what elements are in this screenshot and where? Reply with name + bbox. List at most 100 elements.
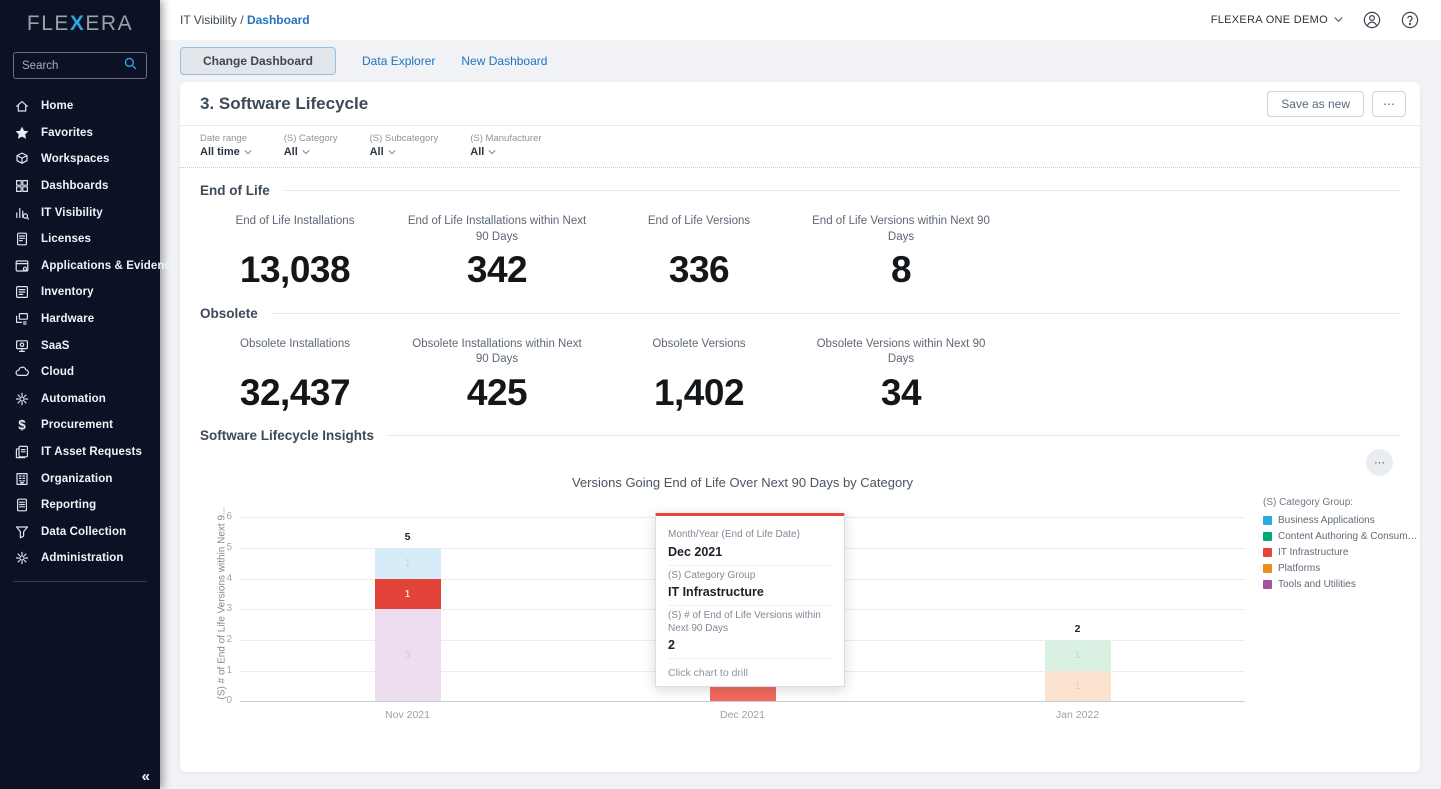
sidebar-item-reporting[interactable]: Reporting: [0, 492, 160, 519]
dashboard-card: 3. Software Lifecycle Save as new ⋯ Date…: [180, 82, 1420, 772]
sidebar-item-dashboards[interactable]: Dashboards: [0, 173, 160, 200]
sidebar-item-it-visibility[interactable]: IT Visibility: [0, 199, 160, 226]
sidebar-collapse-button[interactable]: «: [142, 768, 150, 785]
kpi-label: Obsolete Versions within Next 90 Days: [810, 337, 992, 368]
sidebar-item-cloud[interactable]: Cloud: [0, 359, 160, 386]
sidebar-item-data-collection[interactable]: Data Collection: [0, 519, 160, 546]
kpi-obsolete-versions-within-next-90-days: Obsolete Versions within Next 90 Days34: [800, 337, 1002, 414]
bar-segment-value-label: 1: [1075, 680, 1081, 692]
sidebar-item-hardware[interactable]: Hardware: [0, 306, 160, 333]
kpi-value: 425: [406, 373, 588, 414]
sidebar-item-label: Dashboards: [41, 180, 108, 192]
person-icon: [1363, 11, 1381, 29]
flexera-logo: FLEXERA: [0, 0, 160, 42]
logo-text: ERA: [85, 12, 133, 35]
sidebar-item-administration[interactable]: Administration: [0, 545, 160, 572]
tooltip-row: Month/Year (End of Life Date)Dec 2021: [668, 525, 832, 566]
sidebar-item-it-asset-requests[interactable]: IT Asset Requests: [0, 439, 160, 466]
breadcrumb-current-link[interactable]: Dashboard: [247, 13, 310, 27]
kpi-value: 13,038: [204, 250, 386, 291]
tooltip-row-value: Dec 2021: [668, 545, 832, 559]
filter-date-range[interactable]: Date rangeAll time: [200, 133, 252, 158]
legend-item-tools-and-utilities[interactable]: Tools and Utilities: [1263, 579, 1418, 590]
search-input[interactable]: Search: [13, 52, 147, 79]
sidebar-item-label: Cloud: [41, 366, 74, 378]
bar-segment-nov-2021-tools-and-utilities[interactable]: 3: [375, 609, 441, 701]
profile-button[interactable]: [1363, 11, 1381, 29]
sidebar-item-label: Applications & Evidence: [41, 260, 178, 272]
tooltip-row-value: 2: [668, 638, 832, 652]
sidebar-item-saas[interactable]: SaaS: [0, 332, 160, 359]
tooltip-row: (S) # of End of Life Versions within Nex…: [668, 606, 832, 659]
cloud-icon: [14, 364, 30, 380]
star-icon: [14, 125, 30, 141]
breadcrumb-root: IT Visibility: [180, 13, 237, 27]
legend-item-platforms[interactable]: Platforms: [1263, 563, 1418, 574]
kpi-end-of-life-versions: End of Life Versions336: [598, 214, 800, 291]
filter-value-text: All: [284, 146, 298, 158]
sidebar-item-inventory[interactable]: Inventory: [0, 279, 160, 306]
procurement-icon: $: [14, 417, 30, 433]
filter-value-text: All: [370, 146, 384, 158]
data-explorer-link[interactable]: Data Explorer: [362, 54, 435, 68]
filter-s-subcategory[interactable]: (S) Subcategory All: [370, 133, 439, 158]
title-actions: Save as new ⋯: [1267, 91, 1406, 117]
reporting-icon: [14, 497, 30, 513]
bar-segment-nov-2021-it-infrastructure[interactable]: 1: [375, 579, 441, 610]
account-menu[interactable]: FLEXERA ONE DEMO: [1211, 14, 1343, 26]
legend-item-it-infrastructure[interactable]: IT Infrastructure: [1263, 547, 1418, 558]
change-dashboard-button[interactable]: Change Dashboard: [180, 47, 336, 75]
legend-item-label: Content Authoring & Consum…: [1278, 531, 1418, 542]
chart-region: ⋯ Versions Going End of Life Over Next 9…: [180, 447, 1420, 739]
sidebar-item-label: IT Asset Requests: [41, 446, 142, 458]
bar-segment-value-label: 1: [405, 557, 411, 569]
filter-label: (S) Subcategory: [370, 133, 439, 144]
chart-tooltip: Month/Year (End of Life Date)Dec 2021 (S)…: [655, 513, 845, 687]
sidebar-item-organization[interactable]: Organization: [0, 465, 160, 492]
chart-legend: (S) Category Group: Business Application…: [1263, 497, 1418, 595]
filter-value: All time: [200, 146, 252, 158]
chart-more-button[interactable]: ⋯: [1366, 449, 1393, 476]
sidebar-item-label: Procurement: [41, 419, 113, 431]
section-divider-line: [388, 435, 1400, 436]
filter-s-manufacturer[interactable]: (S) Manufacturer All: [470, 133, 541, 158]
chevron-down-icon: [388, 150, 396, 155]
bar-segment-jan-2022-platforms[interactable]: 1: [1045, 671, 1111, 702]
content: 3. Software Lifecycle Save as new ⋯ Date…: [160, 82, 1441, 789]
sidebar-item-applications-evidence[interactable]: Applications & Evidence: [0, 253, 160, 280]
bar-segment-jan-2022-content-authoring-consum[interactable]: 1: [1045, 640, 1111, 671]
filter-s-category[interactable]: (S) CategoryAll: [284, 133, 338, 158]
legend-color-chip: [1263, 532, 1272, 541]
sidebar-item-procurement[interactable]: $ Procurement: [0, 412, 160, 439]
it-asset-requests-icon: [14, 444, 30, 460]
sidebar-item-automation[interactable]: Automation: [0, 386, 160, 413]
sidebar-item-home[interactable]: Home: [0, 93, 160, 120]
legend-item-business-applications[interactable]: Business Applications: [1263, 515, 1418, 526]
sidebar-item-favorites[interactable]: Favorites: [0, 120, 160, 147]
gridline: [240, 701, 1245, 702]
legend-item-content-authoring-consum[interactable]: Content Authoring & Consum…: [1263, 531, 1418, 542]
sidebar-item-label: Inventory: [41, 286, 94, 298]
bar-segment-nov-2021-business-applications[interactable]: 1: [375, 548, 441, 579]
legend-color-chip: [1263, 564, 1272, 573]
automation-icon: [14, 391, 30, 407]
licenses-icon: [14, 231, 30, 247]
sidebar-item-licenses[interactable]: Licenses: [0, 226, 160, 253]
kpi-label: End of Life Installations within Next 90…: [406, 214, 588, 245]
new-dashboard-link[interactable]: New Dashboard: [461, 54, 547, 68]
filter-label: (S) Manufacturer: [470, 133, 541, 144]
save-as-new-button[interactable]: Save as new: [1267, 91, 1364, 117]
sidebar: FLEXERA Search HomeFavoritesWorkspaces Da…: [0, 0, 160, 789]
kpi-obsolete-installations: Obsolete Installations32,437: [194, 337, 396, 414]
sidebar-item-label: Reporting: [41, 499, 96, 511]
filter-value: All: [370, 146, 439, 158]
chevron-down-icon: [1334, 17, 1343, 23]
section-title: End of Life: [200, 183, 270, 198]
help-button[interactable]: [1401, 11, 1419, 29]
sidebar-item-label: Administration: [41, 552, 124, 564]
sidebar-item-workspaces[interactable]: Workspaces: [0, 146, 160, 173]
tooltip-row-value: IT Infrastructure: [668, 585, 832, 599]
filter-value: All: [470, 146, 541, 158]
dashboard-more-button[interactable]: ⋯: [1372, 91, 1406, 117]
logo-x: X: [70, 12, 86, 35]
